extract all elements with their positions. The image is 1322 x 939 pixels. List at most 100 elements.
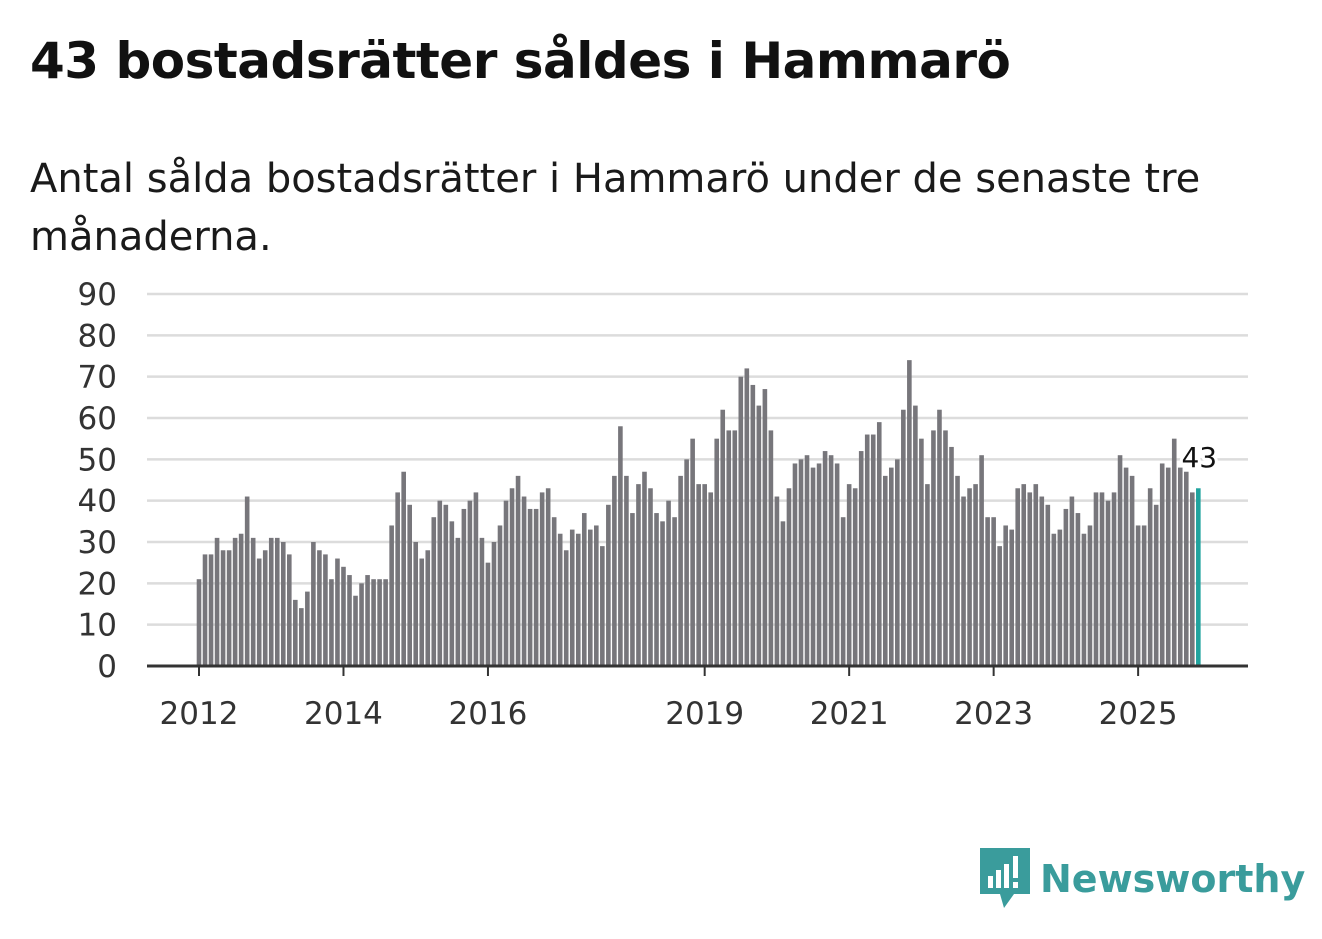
x-tick-label: 2016 xyxy=(449,696,528,732)
bar xyxy=(425,550,431,666)
bar xyxy=(654,513,659,666)
bar xyxy=(931,430,936,666)
bar xyxy=(262,550,268,666)
bar xyxy=(449,521,455,666)
bar xyxy=(305,591,310,666)
bar xyxy=(792,463,798,666)
bar xyxy=(268,537,274,666)
bar xyxy=(762,389,768,666)
bar xyxy=(696,484,701,666)
bar xyxy=(515,475,521,666)
bar xyxy=(329,579,334,666)
bar xyxy=(256,558,262,666)
bar xyxy=(443,504,449,666)
bar xyxy=(1063,508,1069,666)
bar xyxy=(666,500,671,666)
y-tick-label: 70 xyxy=(78,360,117,396)
bar xyxy=(961,496,966,666)
bar xyxy=(702,484,707,666)
bar xyxy=(624,475,629,666)
bar xyxy=(991,517,996,666)
bar xyxy=(1099,492,1105,666)
highlight-data-label: 43 xyxy=(1181,441,1217,474)
bar xyxy=(1057,529,1063,666)
bar xyxy=(341,566,346,666)
bar xyxy=(901,409,906,666)
bar xyxy=(870,434,876,666)
bar xyxy=(359,583,364,666)
bar xyxy=(545,488,551,666)
bar xyxy=(551,517,557,666)
bar xyxy=(413,542,419,666)
bar xyxy=(612,475,617,666)
bar xyxy=(491,542,497,666)
bar xyxy=(648,488,653,666)
brand-name: Newsworthy xyxy=(1040,857,1306,901)
bar xyxy=(889,467,894,666)
bar xyxy=(293,599,298,666)
bar xyxy=(527,508,533,666)
x-tick-label: 2025 xyxy=(1099,696,1178,732)
bar xyxy=(1093,492,1099,666)
bar xyxy=(473,492,479,666)
y-tick-label: 20 xyxy=(78,566,117,602)
bar xyxy=(714,438,720,666)
bar xyxy=(431,517,437,666)
bar xyxy=(220,550,226,666)
bar xyxy=(1069,496,1075,666)
bar xyxy=(479,537,485,666)
bar xyxy=(1171,438,1177,666)
bar xyxy=(467,500,473,666)
bar xyxy=(1135,525,1141,666)
bar xyxy=(1027,492,1033,666)
bar xyxy=(642,471,647,666)
bar xyxy=(979,455,984,666)
bar xyxy=(196,579,202,666)
bar xyxy=(389,525,394,666)
bar xyxy=(973,484,978,666)
bar xyxy=(684,459,689,666)
bar xyxy=(1105,500,1111,666)
bar xyxy=(840,517,846,666)
bar xyxy=(594,525,599,666)
bar xyxy=(828,455,834,666)
bar xyxy=(822,451,828,666)
bar xyxy=(708,492,713,666)
bar xyxy=(738,376,744,666)
bar xyxy=(287,554,292,666)
bar xyxy=(726,430,732,666)
y-tick-label: 50 xyxy=(78,442,117,478)
bar xyxy=(1039,496,1045,666)
highlight-bar xyxy=(1196,488,1201,666)
bar xyxy=(1111,492,1117,666)
bar xyxy=(1003,525,1008,666)
bar xyxy=(798,459,804,666)
bar xyxy=(678,475,683,666)
bar xyxy=(943,430,948,666)
bar xyxy=(1081,533,1087,666)
bar xyxy=(768,430,774,666)
bar xyxy=(1075,513,1081,666)
bar xyxy=(600,546,605,666)
x-tick-label: 2019 xyxy=(665,696,744,732)
bar xyxy=(509,488,515,666)
bar xyxy=(858,451,864,666)
bar xyxy=(539,492,545,666)
bar xyxy=(533,508,539,666)
bar xyxy=(1183,471,1189,666)
bar xyxy=(925,484,930,666)
bar xyxy=(606,504,611,666)
bar xyxy=(882,475,888,666)
x-tick-label: 2023 xyxy=(954,696,1033,732)
bar xyxy=(365,575,370,666)
bar xyxy=(485,562,491,666)
bar xyxy=(1159,463,1165,666)
bar xyxy=(557,533,563,666)
bar xyxy=(907,360,912,666)
bar xyxy=(461,508,467,666)
bar xyxy=(997,546,1002,666)
bar xyxy=(353,595,358,666)
bar xyxy=(1141,525,1147,666)
bar xyxy=(1153,504,1159,666)
bar xyxy=(786,488,792,666)
